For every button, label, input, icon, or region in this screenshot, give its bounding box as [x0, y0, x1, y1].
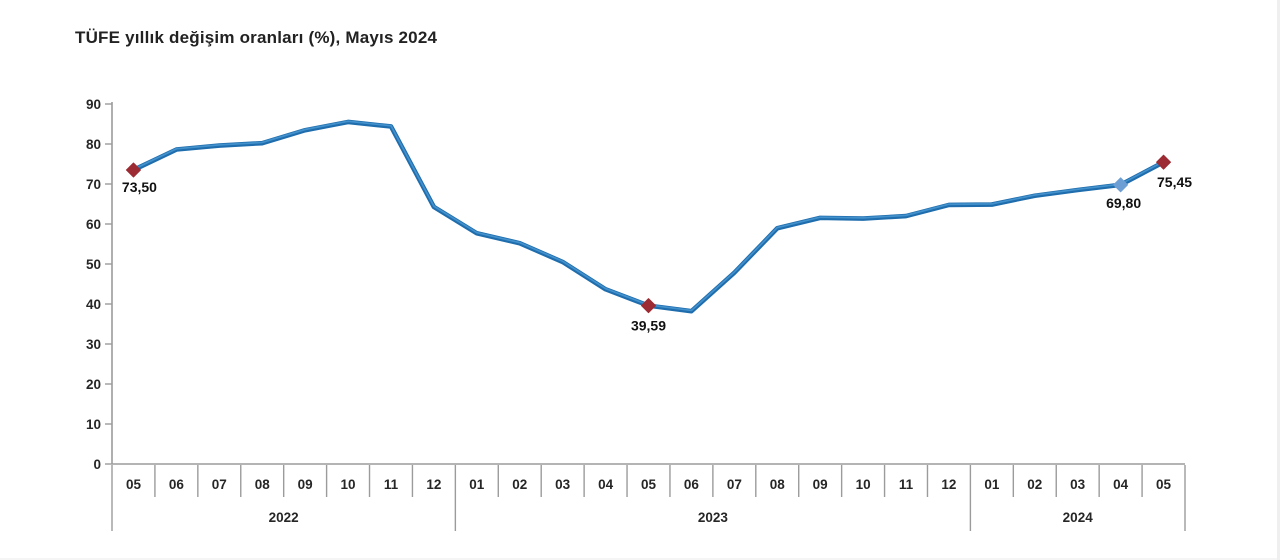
point-value-label: 69,80	[1106, 195, 1141, 211]
point-marker	[1156, 154, 1172, 170]
x-month-label: 08	[770, 477, 786, 492]
x-month-label: 01	[469, 477, 485, 492]
x-month-label: 02	[1027, 477, 1042, 492]
chart-title: TÜFE yıllık değişim oranları (%), Mayıs …	[75, 28, 438, 47]
x-year-label: 2024	[1063, 510, 1094, 525]
x-month-label: 10	[341, 477, 356, 492]
x-month-label: 06	[169, 477, 185, 492]
x-month-label: 07	[212, 477, 227, 492]
y-tick-label: 10	[86, 417, 101, 432]
point-value-label: 73,50	[122, 179, 157, 195]
x-month-label: 05	[126, 477, 142, 492]
x-month-label: 03	[555, 477, 571, 492]
series-line	[131, 119, 1166, 314]
x-month-label: 02	[512, 477, 527, 492]
x-month-label: 04	[598, 477, 614, 492]
x-month-label: 11	[899, 477, 914, 492]
x-month-label: 05	[641, 477, 657, 492]
y-tick-label: 90	[86, 97, 101, 112]
series-line-highlight	[132, 120, 1165, 312]
x-month-label: 09	[298, 477, 313, 492]
point-value-label: 75,45	[1157, 174, 1192, 190]
x-month-label: 03	[1070, 477, 1086, 492]
x-year-label: 2023	[698, 510, 729, 525]
x-month-label: 11	[384, 477, 399, 492]
x-month-label: 12	[426, 477, 441, 492]
x-month-label: 08	[255, 477, 271, 492]
x-month-label: 04	[1113, 477, 1129, 492]
point-marker	[641, 298, 656, 314]
y-tick-label: 50	[86, 257, 101, 272]
y-tick-label: 70	[86, 177, 101, 192]
point-marker	[1113, 177, 1129, 193]
x-month-label: 09	[813, 477, 828, 492]
y-tick-label: 30	[86, 337, 101, 352]
x-month-label: 12	[941, 477, 956, 492]
y-tick-label: 20	[86, 377, 101, 392]
x-month-label: 06	[684, 477, 700, 492]
x-month-label: 01	[984, 477, 1000, 492]
point-value-label: 39,59	[631, 318, 666, 334]
y-tick-label: 80	[86, 137, 101, 152]
x-month-label: 07	[727, 477, 742, 492]
x-year-label: 2022	[269, 510, 299, 525]
point-marker	[125, 162, 141, 178]
x-month-label: 10	[856, 477, 871, 492]
y-tick-label: 40	[86, 297, 101, 312]
y-tick-label: 0	[93, 457, 101, 472]
x-month-label: 05	[1156, 477, 1172, 492]
y-tick-label: 60	[86, 217, 101, 232]
